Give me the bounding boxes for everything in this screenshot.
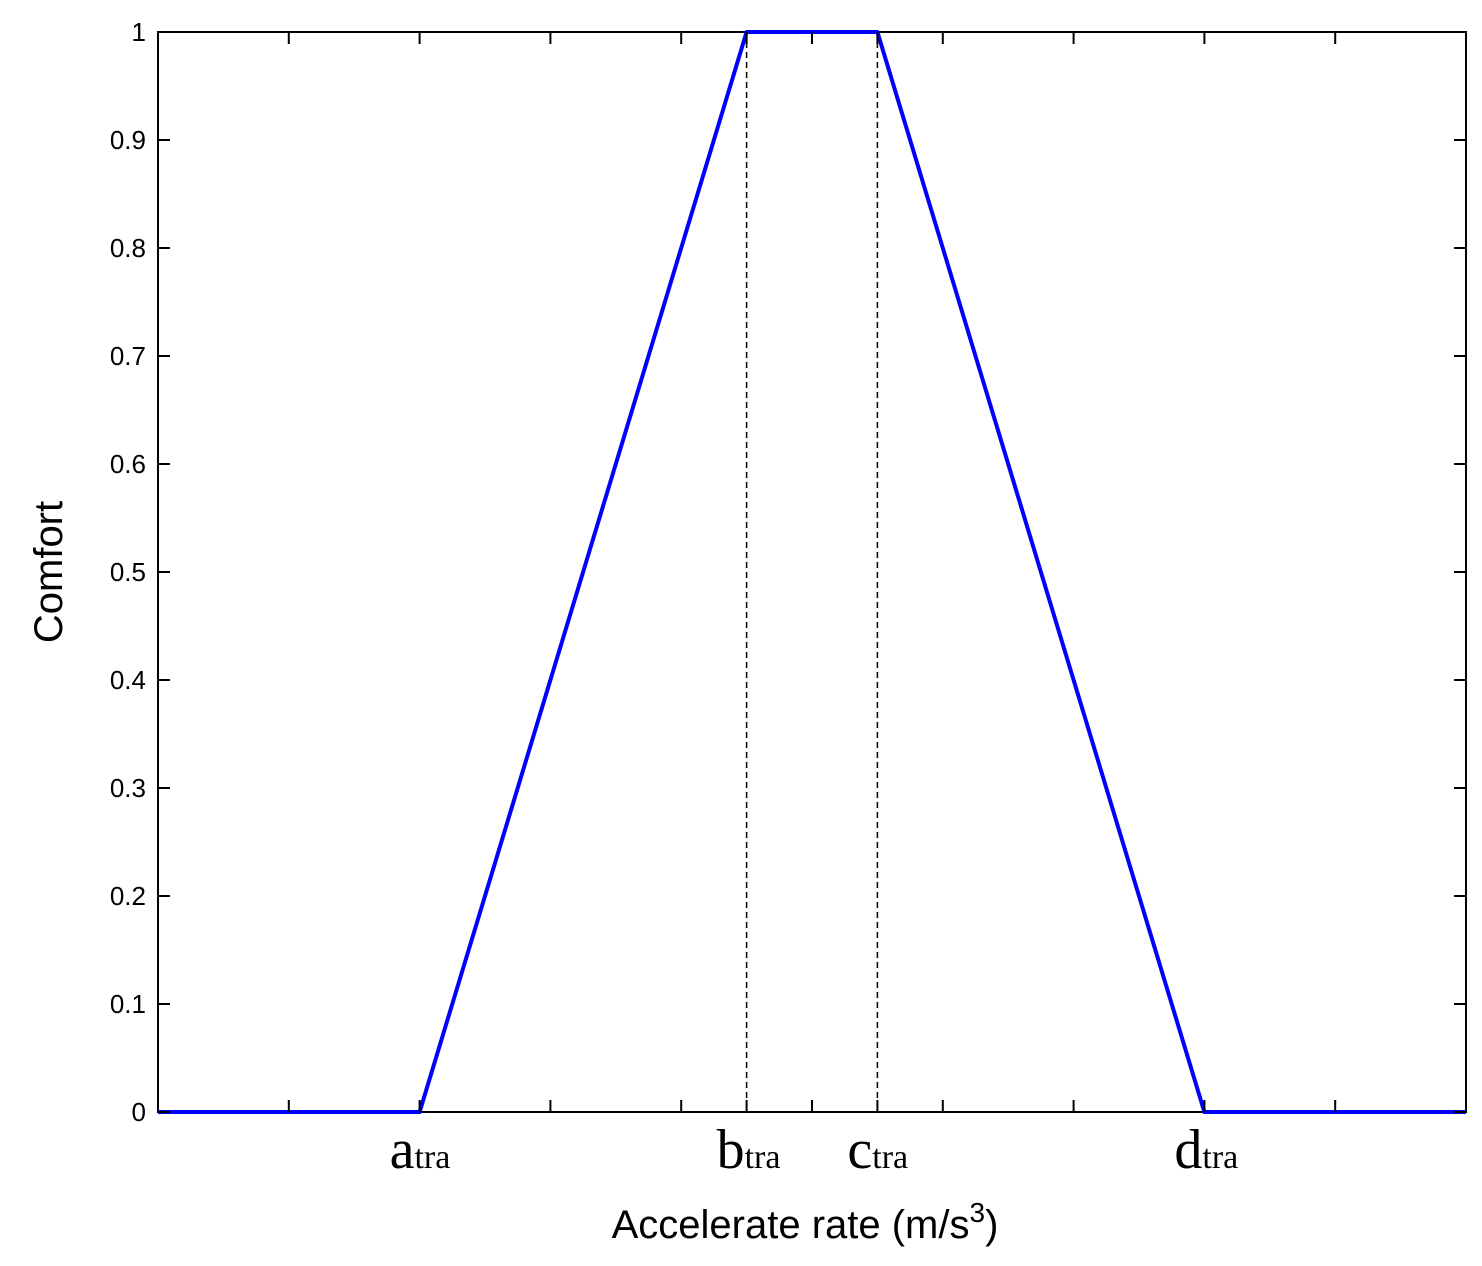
y-tick-label: 1 [132,17,146,47]
y-tick-label: 0.1 [110,989,146,1019]
plot-area [157,31,1467,1113]
ticks [158,31,1466,1113]
x-param-label: btra [717,1119,781,1181]
y-tick-label: 0.5 [110,557,146,587]
x-axis-title: Accelerate rate (m/s3) [612,1197,999,1247]
y-tick-labels: 0 0.1 0.2 0.3 0.4 0.5 0.6 0.7 0.8 0.9 1 [110,17,146,1127]
reference-lines [745,32,879,1112]
y-tick-label: 0 [132,1097,146,1127]
y-tick-label: 0.3 [110,773,146,803]
y-tick-label: 0.7 [110,341,146,371]
x-param-labels: atra btra ctra dtra [390,1119,1239,1181]
y-axis-title: Comfort [27,501,71,643]
y-tick-label: 0.4 [110,665,146,695]
y-tick-label: 0.6 [110,449,146,479]
x-param-label: atra [390,1119,451,1181]
y-tick-label: 0.8 [110,233,146,263]
plot-frame [157,31,1467,1113]
y-tick-label: 0.2 [110,881,146,911]
x-param-label: ctra [847,1119,908,1181]
x-param-label: dtra [1174,1119,1238,1181]
y-tick-label: 0.9 [110,125,146,155]
